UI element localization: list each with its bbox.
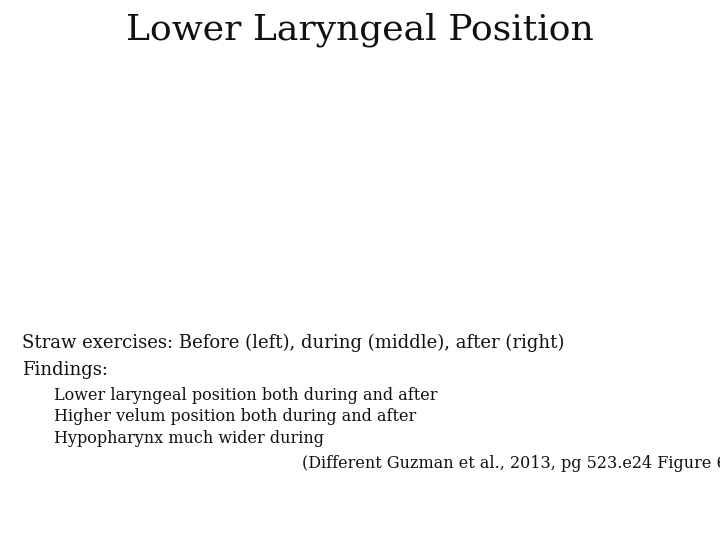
Text: Hypopharynx much wider during: Hypopharynx much wider during <box>54 430 324 447</box>
Text: Higher velum position both during and after: Higher velum position both during and af… <box>54 408 416 426</box>
Text: Findings:: Findings: <box>22 361 107 379</box>
Text: Lower laryngeal position both during and after: Lower laryngeal position both during and… <box>54 387 438 404</box>
Text: Lower Laryngeal Position: Lower Laryngeal Position <box>126 12 594 47</box>
Text: (Different Guzman et al., 2013, pg 523.e24 Figure 6): (Different Guzman et al., 2013, pg 523.e… <box>302 455 720 472</box>
Text: Straw exercises: Before (left), during (middle), after (right): Straw exercises: Before (left), during (… <box>22 334 564 352</box>
